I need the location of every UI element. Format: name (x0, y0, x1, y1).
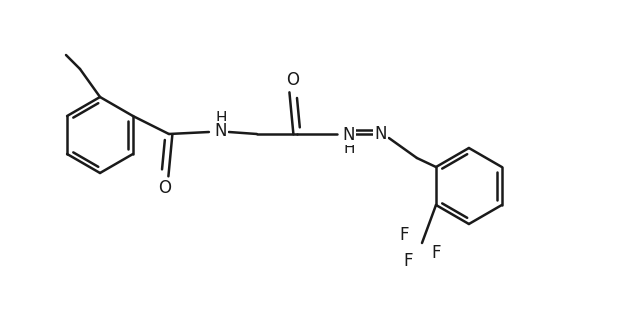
Text: H: H (343, 140, 355, 156)
Text: F: F (403, 252, 413, 270)
Text: F: F (431, 244, 441, 262)
Text: O: O (287, 71, 300, 89)
Text: F: F (399, 226, 409, 244)
Text: N: N (342, 126, 355, 144)
Text: N: N (374, 125, 387, 143)
Text: H: H (215, 110, 227, 125)
Text: O: O (159, 179, 172, 197)
Text: N: N (214, 122, 227, 140)
